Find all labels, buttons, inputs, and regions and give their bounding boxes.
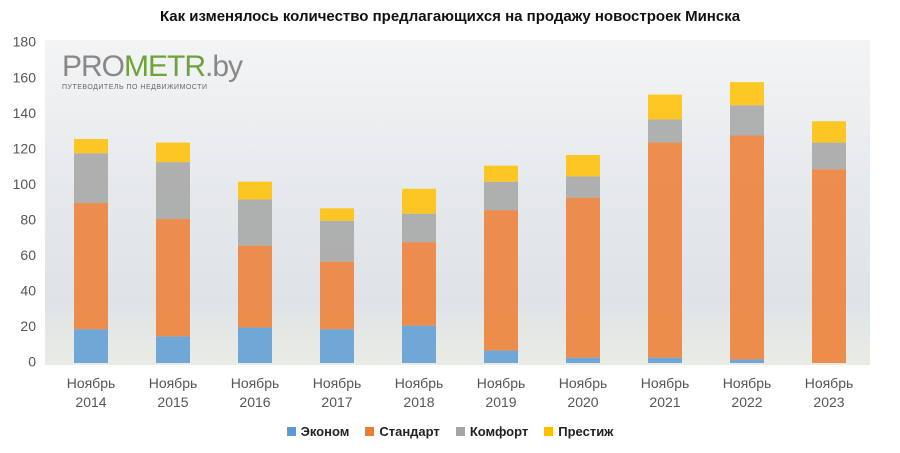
bar-segment bbox=[648, 357, 682, 363]
bar-segment bbox=[238, 181, 272, 200]
logo-part: METR bbox=[124, 50, 206, 83]
y-tick-label: 100 bbox=[13, 176, 37, 192]
legend-label: Комфорт bbox=[469, 424, 529, 439]
bar-segment bbox=[730, 82, 764, 106]
bar-segment bbox=[320, 208, 354, 221]
bar-segment bbox=[730, 359, 764, 363]
y-tick-label: 160 bbox=[13, 69, 37, 85]
y-tick-label: 40 bbox=[20, 283, 36, 299]
bar-segment bbox=[74, 139, 108, 154]
x-tick-label: Ноябрь 2016 bbox=[230, 375, 280, 410]
bar-segment bbox=[484, 165, 518, 182]
bar-segment bbox=[730, 105, 764, 136]
legend-item: Эконом bbox=[286, 424, 350, 439]
bar-segment bbox=[238, 327, 272, 363]
bar-segment bbox=[484, 181, 518, 211]
x-tick-label: Ноябрь 2023 bbox=[804, 375, 854, 410]
legend-swatch bbox=[286, 427, 296, 436]
legend-item: Комфорт bbox=[455, 424, 529, 439]
x-tick-label: Ноябрь 2014 bbox=[66, 375, 116, 410]
bar-segment bbox=[812, 121, 846, 143]
bar-segment bbox=[812, 169, 846, 363]
y-tick-label: 0 bbox=[28, 354, 36, 370]
bar-segment bbox=[648, 119, 682, 143]
bar-segment bbox=[74, 329, 108, 363]
y-tick-label: 20 bbox=[20, 318, 36, 334]
y-tick-label: 180 bbox=[13, 34, 37, 50]
y-tick-label: 80 bbox=[20, 211, 36, 227]
logo-part: .by bbox=[205, 50, 243, 83]
x-tick-label: Ноябрь 2019 bbox=[476, 375, 526, 410]
legend-label: Эконом bbox=[300, 424, 350, 439]
bar-segment bbox=[402, 325, 436, 363]
bar-segment bbox=[402, 213, 436, 243]
x-tick-label: Ноябрь 2018 bbox=[394, 375, 444, 410]
bar-segment bbox=[74, 203, 108, 330]
bar-segment bbox=[566, 176, 600, 198]
bar-segment bbox=[238, 199, 272, 246]
bar-segment bbox=[648, 94, 682, 120]
bar-segment bbox=[566, 155, 600, 177]
bar-segment bbox=[484, 210, 518, 351]
legend-swatch bbox=[544, 427, 554, 436]
legend-label: Престиж bbox=[558, 424, 614, 439]
bar-segment bbox=[320, 329, 354, 363]
bar-segment bbox=[812, 142, 846, 170]
bar-segment bbox=[156, 142, 190, 163]
bar-segment bbox=[156, 162, 190, 219]
bar-segment bbox=[484, 350, 518, 363]
legend-item: Стандарт bbox=[365, 424, 440, 439]
logo-tagline: ПУТЕВОДИТЕЛЬ ПО НЕДВИЖИМОСТИ bbox=[62, 84, 208, 91]
bar-segment bbox=[566, 197, 600, 358]
y-tick-label: 140 bbox=[13, 105, 37, 121]
x-tick-label: Ноябрь 2021 bbox=[640, 375, 690, 410]
x-tick-label: Ноябрь 2020 bbox=[558, 375, 608, 410]
legend-swatch bbox=[455, 427, 465, 436]
bar-segment bbox=[156, 336, 190, 363]
bar-segment bbox=[156, 219, 190, 337]
bar-segment bbox=[238, 245, 272, 328]
legend-label: Стандарт bbox=[379, 424, 440, 439]
legend-item: Престиж bbox=[544, 424, 613, 439]
logo: PROMETR.by ПУТЕВОДИТЕЛЬ ПО НЕДВИЖИМОСТИ bbox=[62, 50, 243, 91]
logo-name: PROMETR.by bbox=[62, 50, 243, 84]
y-tick-label: 120 bbox=[13, 140, 37, 156]
bar-segment bbox=[74, 153, 108, 203]
legend: Эконом Стандарт Комфорт Престиж bbox=[0, 424, 900, 439]
x-tick-label: Ноябрь 2017 bbox=[312, 375, 362, 410]
bar-segment bbox=[320, 220, 354, 262]
bar-segment bbox=[402, 188, 436, 214]
x-tick-label: Ноябрь 2022 bbox=[722, 375, 772, 410]
logo-part: PRO bbox=[62, 50, 125, 83]
x-tick-label: Ноябрь 2015 bbox=[148, 375, 198, 410]
legend-swatch bbox=[365, 427, 375, 436]
bar-segment bbox=[648, 142, 682, 358]
bar-segment bbox=[730, 135, 764, 360]
y-tick-label: 60 bbox=[20, 247, 36, 263]
chart-title: Как изменялось количество предлагающихся… bbox=[159, 8, 741, 25]
bar-segment bbox=[566, 357, 600, 363]
bar-segment bbox=[320, 261, 354, 330]
bar-segment bbox=[402, 242, 436, 326]
